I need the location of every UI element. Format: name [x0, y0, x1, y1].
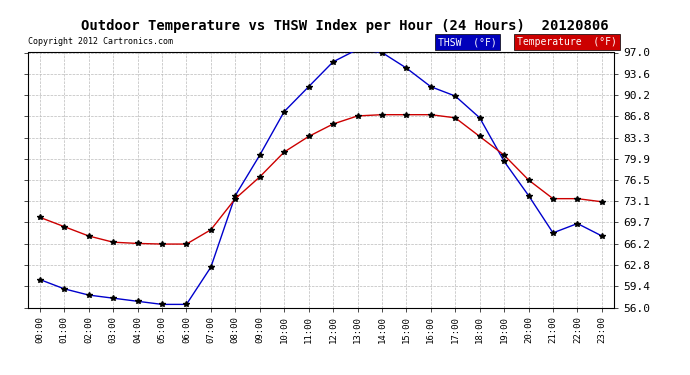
Text: Outdoor Temperature vs THSW Index per Hour (24 Hours)  20120806: Outdoor Temperature vs THSW Index per Ho… [81, 19, 609, 33]
Text: THSW  (°F): THSW (°F) [438, 38, 497, 47]
Text: Temperature  (°F): Temperature (°F) [518, 38, 617, 47]
Text: Copyright 2012 Cartronics.com: Copyright 2012 Cartronics.com [28, 38, 172, 46]
